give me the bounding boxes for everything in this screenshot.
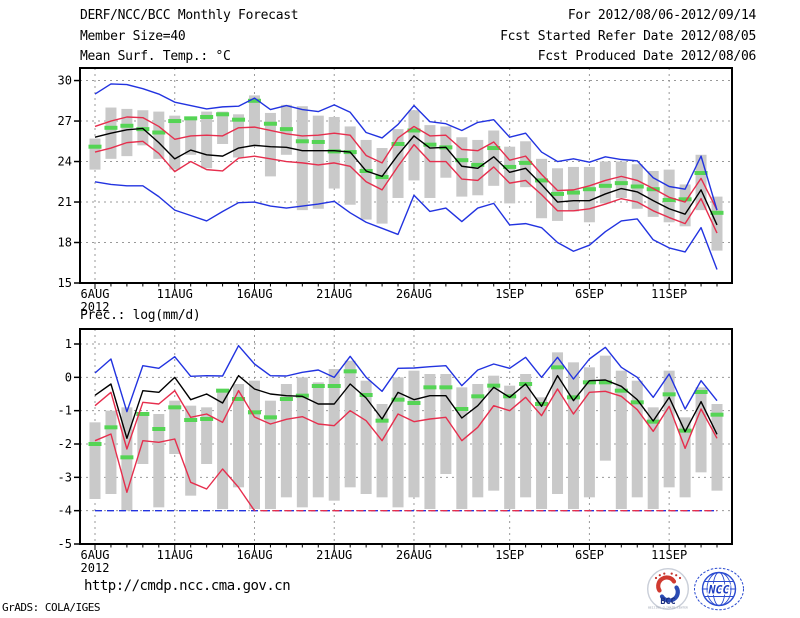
grads-credit: GrADS: COLA/IGES: [2, 601, 100, 614]
svg-text:0: 0: [65, 370, 72, 384]
page-title: DERF/NCC/BCC Monthly Forecast: [80, 8, 299, 23]
svg-text:-1: -1: [58, 404, 72, 418]
svg-text:1: 1: [65, 337, 72, 351]
svg-text:30: 30: [58, 74, 72, 88]
svg-text:26AUG: 26AUG: [396, 548, 432, 562]
svg-text:6AUG: 6AUG: [81, 548, 110, 562]
svg-text:2012: 2012: [81, 300, 110, 314]
ncc-logo-text: NCC: [708, 583, 730, 597]
svg-text:6AUG: 6AUG: [81, 287, 110, 301]
svg-text:18: 18: [58, 236, 72, 250]
site-url: http://cmdp.ncc.cma.gov.cn: [84, 578, 291, 594]
svg-text:11AUG: 11AUG: [157, 548, 193, 562]
forecast-range-label: For 2012/08/06-2012/09/14: [567, 8, 756, 23]
logo-group: BCC BEIJING CLIMATE CENTER NCC: [646, 567, 745, 611]
bcc-logo: BCC BEIJING CLIMATE CENTER: [647, 568, 689, 610]
svg-text:24: 24: [58, 155, 72, 169]
svg-text:2012: 2012: [81, 561, 110, 575]
prec-chart-title: Prec.: log(mm/d): [80, 308, 201, 323]
svg-text:11AUG: 11AUG: [157, 287, 193, 301]
svg-text:1SEP: 1SEP: [495, 548, 524, 562]
svg-text:21: 21: [58, 195, 72, 209]
svg-text:6SEP: 6SEP: [575, 548, 604, 562]
ncc-logo: NCC: [694, 567, 744, 611]
svg-text:BEIJING CLIMATE CENTER: BEIJING CLIMATE CENTER: [648, 605, 688, 609]
produced-date-label: Fcst Produced Date 2012/08/06: [537, 49, 757, 64]
svg-text:21AUG: 21AUG: [316, 548, 352, 562]
svg-text:-2: -2: [58, 437, 72, 451]
svg-text:26AUG: 26AUG: [396, 287, 432, 301]
svg-text:15: 15: [58, 276, 72, 290]
bcc-top-chars-icon: [654, 572, 682, 580]
bcc-logo-text: BCC: [660, 597, 675, 607]
svg-text:11SEP: 11SEP: [651, 548, 687, 562]
svg-text:-3: -3: [58, 470, 72, 484]
svg-text:6SEP: 6SEP: [575, 287, 604, 301]
refer-date-label: Fcst Started Refer Date 2012/08/05: [500, 29, 756, 44]
swirl-icon: [656, 575, 680, 603]
svg-text:16AUG: 16AUG: [236, 287, 272, 301]
svg-text:27: 27: [58, 114, 72, 128]
svg-text:21AUG: 21AUG: [316, 287, 352, 301]
temp-unit-label: Mean Surf. Temp.: °C: [80, 49, 231, 64]
svg-text:11SEP: 11SEP: [651, 287, 687, 301]
svg-text:1SEP: 1SEP: [495, 287, 524, 301]
svg-text:-5: -5: [58, 537, 72, 551]
svg-text:16AUG: 16AUG: [236, 548, 272, 562]
svg-text:-4: -4: [58, 504, 72, 518]
member-size-label: Member Size=40: [80, 29, 186, 44]
globe-icon: [694, 567, 744, 611]
